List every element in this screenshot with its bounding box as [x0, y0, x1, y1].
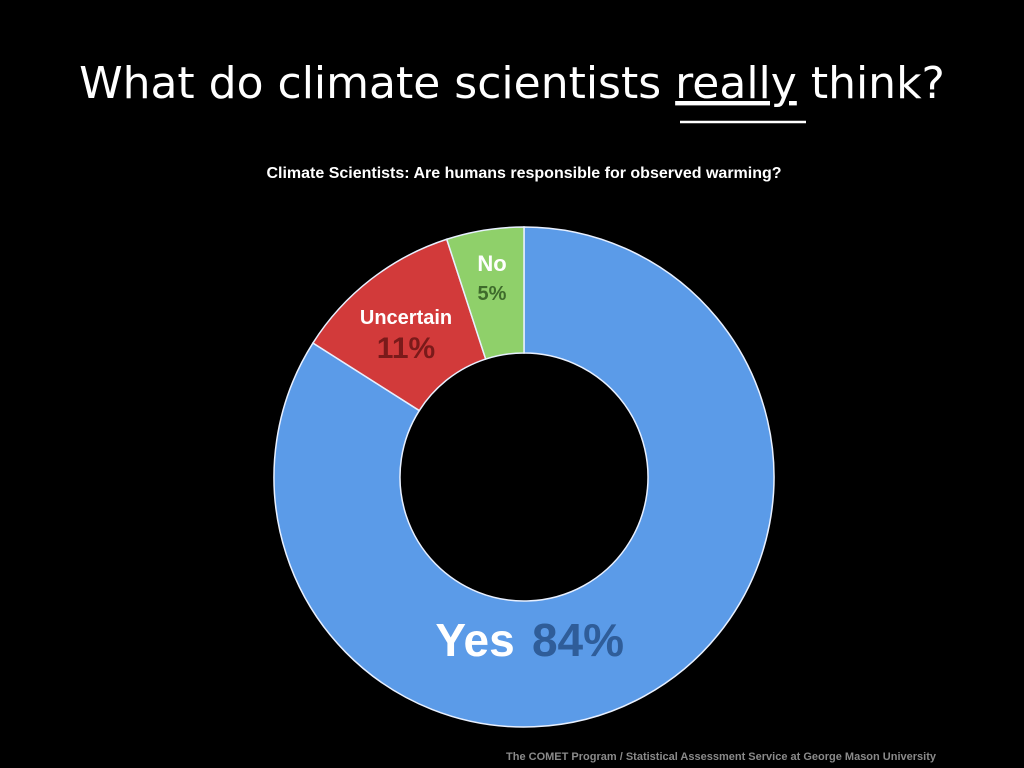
title-emphasis: really — [675, 58, 797, 109]
donut-segment — [273, 226, 775, 728]
segment-name: Uncertain — [360, 307, 452, 329]
segment-value-label: 84% — [532, 614, 624, 666]
segment-name: No — [477, 251, 506, 276]
segment-value-label: 5% — [478, 283, 507, 305]
chart-title: Climate Scientists: Are humans responsib… — [266, 165, 781, 182]
segment-name: Yes — [435, 614, 514, 666]
title-text: What do climate scientists — [79, 58, 661, 109]
source: The COMET Program / Statistical Assessme… — [506, 751, 937, 763]
segment-value-label: 11% — [377, 332, 435, 365]
title-text: think? — [811, 58, 945, 109]
slide-title: What do climate scientists really think? — [79, 58, 945, 109]
donut-segment — [445, 226, 525, 361]
